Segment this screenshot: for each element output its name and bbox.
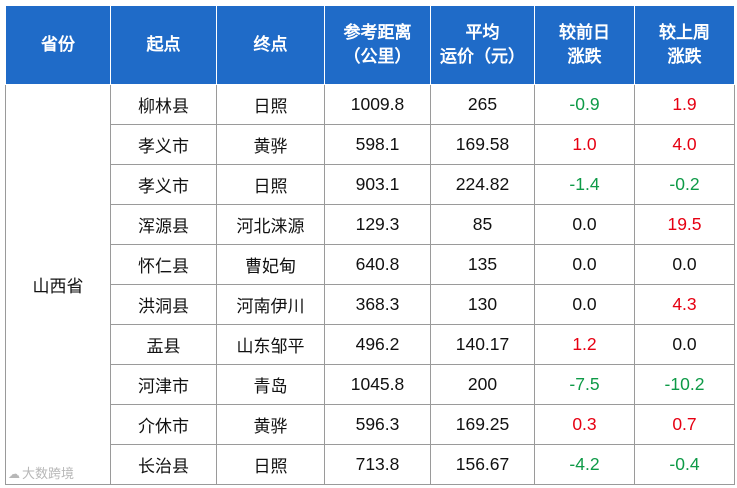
week-change-cell: 19.5 — [634, 204, 735, 245]
destination-cell: 黄骅 — [216, 404, 325, 445]
distance-cell: 368.3 — [324, 284, 431, 325]
week-change-cell: -0.4 — [634, 444, 735, 485]
distance-cell: 1045.8 — [324, 364, 431, 405]
table-row: 河津市 青岛 1045.8 200 -7.5 -10.2 — [6, 364, 735, 405]
header-province: 省份 — [5, 5, 111, 85]
distance-cell: 596.3 — [324, 404, 431, 445]
header-destination: 终点 — [216, 5, 325, 85]
origin-cell: 柳林县 — [110, 84, 217, 125]
origin-cell: 长治县 — [110, 444, 217, 485]
avg-price-cell: 200 — [430, 364, 535, 405]
header-avg-price: 平均 运价（元） — [430, 5, 535, 85]
avg-price-cell: 265 — [430, 84, 535, 125]
distance-cell: 713.8 — [324, 444, 431, 485]
week-change-cell: 0.7 — [634, 404, 735, 445]
avg-price-cell: 130 — [430, 284, 535, 325]
table-row: 洪洞县 河南伊川 368.3 130 0.0 4.3 — [6, 284, 735, 325]
day-change-cell: 0.0 — [534, 284, 635, 325]
distance-cell: 903.1 — [324, 164, 431, 205]
distance-cell: 129.3 — [324, 204, 431, 245]
header-week-change: 较上周 涨跌 — [634, 5, 735, 85]
origin-cell: 浑源县 — [110, 204, 217, 245]
day-change-cell: 1.2 — [534, 324, 635, 365]
table-row: 山西省 柳林县 日照 1009.8 265 -0.9 1.9 — [5, 84, 735, 485]
avg-price-cell: 156.67 — [430, 444, 535, 485]
day-change-cell: -7.5 — [534, 364, 635, 405]
table-row: 盂县 山东邹平 496.2 140.17 1.2 0.0 — [6, 324, 735, 365]
avg-price-cell: 224.82 — [430, 164, 535, 205]
origin-cell: 介休市 — [110, 404, 217, 445]
avg-price-cell: 169.58 — [430, 124, 535, 165]
table-row: 浑源县 河北涞源 129.3 85 0.0 19.5 — [6, 204, 735, 245]
table-row: 怀仁县 曹妃甸 640.8 135 0.0 0.0 — [6, 244, 735, 285]
day-change-cell: 0.0 — [534, 204, 635, 245]
destination-cell: 日照 — [216, 444, 325, 485]
week-change-cell: -10.2 — [634, 364, 735, 405]
week-change-cell: 4.0 — [634, 124, 735, 165]
table-body: 山西省 柳林县 日照 1009.8 265 -0.9 1.9 孝义市 黄骅 598.1 169.58… — [5, 84, 735, 485]
day-change-cell: 0.3 — [534, 404, 635, 445]
header-origin: 起点 — [110, 5, 217, 85]
table-row: 孝义市 日照 903.1 224.82 -1.4 -0.2 — [6, 164, 735, 205]
avg-price-cell: 169.25 — [430, 404, 535, 445]
province-cell: 山西省 — [5, 84, 111, 485]
table-header: 省份 起点 终点 参考距离 （公里） 平均 运价（元） 较前日 涨跌 较上周 涨跌 — [5, 5, 735, 85]
week-change-cell: 1.9 — [634, 84, 735, 125]
header-distance: 参考距离 （公里） — [324, 5, 431, 85]
avg-price-cell: 85 — [430, 204, 535, 245]
header-row: 省份 起点 终点 参考距离 （公里） 平均 运价（元） 较前日 涨跌 较上周 涨跌 — [5, 5, 735, 85]
table-row: 长治县 日照 713.8 156.67 -4.2 -0.4 — [6, 444, 735, 485]
destination-cell: 河北涞源 — [216, 204, 325, 245]
origin-cell: 河津市 — [110, 364, 217, 405]
week-change-cell: 4.3 — [634, 284, 735, 325]
avg-price-cell: 135 — [430, 244, 535, 285]
destination-cell: 河南伊川 — [216, 284, 325, 325]
destination-cell: 青岛 — [216, 364, 325, 405]
watermark: ☁ 大数跨境 — [8, 463, 74, 482]
day-change-cell: 0.0 — [534, 244, 635, 285]
day-change-cell: -4.2 — [534, 444, 635, 485]
destination-cell: 日照 — [216, 84, 325, 125]
table-row: 介休市 黄骅 596.3 169.25 0.3 0.7 — [6, 404, 735, 445]
origin-cell: 洪洞县 — [110, 284, 217, 325]
destination-cell: 曹妃甸 — [216, 244, 325, 285]
watermark-text: 大数跨境 — [22, 467, 75, 482]
origin-cell: 怀仁县 — [110, 244, 217, 285]
distance-cell: 496.2 — [324, 324, 431, 365]
distance-cell: 640.8 — [324, 244, 431, 285]
distance-cell: 598.1 — [324, 124, 431, 165]
destination-cell: 山东邹平 — [216, 324, 325, 365]
distance-cell: 1009.8 — [324, 84, 431, 125]
avg-price-cell: 140.17 — [430, 324, 535, 365]
day-change-cell: 1.0 — [534, 124, 635, 165]
day-change-cell: -0.9 — [534, 84, 635, 125]
week-change-cell: 0.0 — [634, 244, 735, 285]
header-day-change: 较前日 涨跌 — [534, 5, 635, 85]
destination-cell: 黄骅 — [216, 124, 325, 165]
table-row: 孝义市 黄骅 598.1 169.58 1.0 4.0 — [6, 124, 735, 165]
freight-rate-table: 省份 起点 终点 参考距离 （公里） 平均 运价（元） 较前日 涨跌 较上周 涨跌 山西… — [5, 5, 735, 485]
cloud-icon: ☁ — [8, 467, 20, 481]
destination-cell: 日照 — [216, 164, 325, 205]
week-change-cell: -0.2 — [634, 164, 735, 205]
week-change-cell: 0.0 — [634, 324, 735, 365]
origin-cell: 孝义市 — [110, 164, 217, 205]
origin-cell: 孝义市 — [110, 124, 217, 165]
day-change-cell: -1.4 — [534, 164, 635, 205]
origin-cell: 盂县 — [110, 324, 217, 365]
